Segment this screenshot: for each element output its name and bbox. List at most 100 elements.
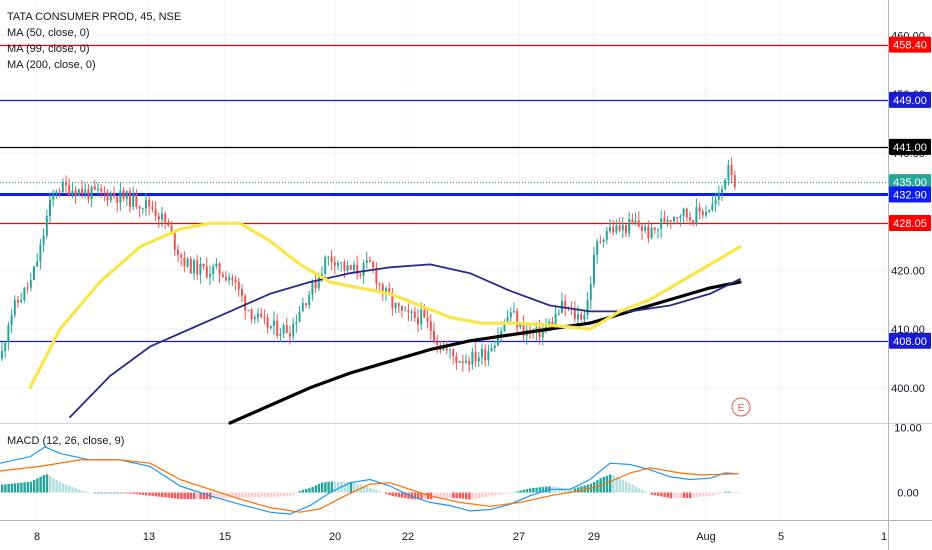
candle-body bbox=[375, 267, 378, 284]
legend-ma99[interactable]: MA (99, close, 0) bbox=[7, 43, 90, 55]
candle-body bbox=[148, 199, 151, 207]
macd-histogram-bar bbox=[426, 492, 429, 500]
candle-body bbox=[721, 189, 723, 193]
macd-histogram-bar bbox=[509, 492, 513, 494]
candle-body bbox=[701, 211, 704, 216]
candle-body bbox=[477, 357, 480, 362]
macd-histogram-bar bbox=[660, 492, 663, 497]
candle-body bbox=[541, 328, 544, 338]
candle-body bbox=[506, 317, 509, 322]
candle-body bbox=[125, 191, 128, 199]
macd-histogram-bar bbox=[61, 483, 65, 493]
candle-body bbox=[141, 208, 144, 210]
candle-body bbox=[333, 262, 336, 266]
candle-body bbox=[81, 189, 83, 195]
macd-histogram-bar bbox=[231, 492, 234, 499]
macd-histogram-bar bbox=[711, 492, 714, 496]
candle-body bbox=[586, 300, 589, 316]
legend-symbol[interactable]: TATA CONSUMER PROD, 45, NSE bbox=[7, 11, 182, 23]
candle-body bbox=[593, 254, 595, 285]
candle-body bbox=[596, 241, 599, 255]
candle-body bbox=[151, 206, 154, 210]
macd-histogram-bar bbox=[321, 482, 324, 493]
candles bbox=[1, 157, 736, 373]
price-label-box bbox=[889, 138, 931, 155]
macd-histogram-bar bbox=[330, 481, 333, 493]
candle-body bbox=[65, 182, 67, 186]
macd-histogram-bar bbox=[615, 476, 618, 493]
earnings-marker[interactable]: E bbox=[731, 397, 751, 417]
macd-histogram-bar bbox=[305, 488, 308, 493]
macd-histogram-bar bbox=[695, 492, 698, 498]
macd-histogram-bar bbox=[519, 490, 522, 493]
candle-body bbox=[122, 190, 125, 199]
macd-histogram-bar bbox=[135, 492, 138, 495]
macd-histogram-bar bbox=[81, 490, 84, 493]
candle-body bbox=[39, 244, 42, 262]
candle-body bbox=[279, 334, 282, 336]
macd-histogram-bar bbox=[145, 492, 148, 496]
legend-macd[interactable]: MACD (12, 26, close, 9) bbox=[7, 435, 125, 447]
macd-histogram-bar bbox=[122, 492, 125, 494]
legend-ma200[interactable]: MA (200, close, 0) bbox=[7, 59, 96, 71]
candle-body bbox=[23, 287, 26, 301]
macd-histogram-bar bbox=[36, 478, 39, 493]
macd-histogram-bar bbox=[381, 492, 385, 494]
candle-body bbox=[493, 345, 496, 348]
candle-body bbox=[714, 199, 717, 205]
candle-body bbox=[666, 220, 669, 223]
macd-pane bbox=[0, 446, 740, 515]
candle-body bbox=[145, 199, 147, 209]
candle-body bbox=[362, 262, 365, 276]
candle-body bbox=[698, 207, 701, 212]
candle-body bbox=[7, 324, 10, 343]
earnings-marker-label: E bbox=[738, 403, 745, 414]
candle-body bbox=[717, 192, 720, 200]
candle-body bbox=[378, 283, 381, 285]
candle-body bbox=[397, 303, 400, 306]
candle-body bbox=[308, 294, 311, 306]
macd-y-tick-label: 10.00 bbox=[894, 422, 922, 434]
candle-body bbox=[577, 314, 579, 320]
macd-histogram-bar bbox=[218, 492, 221, 499]
macd-histogram-bar bbox=[737, 492, 740, 494]
macd-histogram-bar bbox=[365, 486, 369, 493]
candle-body bbox=[292, 323, 295, 337]
candle-body bbox=[385, 288, 387, 294]
macd-histogram-bar bbox=[23, 482, 26, 493]
macd-histogram-bar bbox=[116, 492, 119, 494]
legend-ma50[interactable]: MA (50, close, 0) bbox=[7, 27, 90, 39]
macd-histogram-bar bbox=[375, 490, 378, 493]
macd-histogram-bar bbox=[653, 492, 657, 496]
macd-histogram-bar bbox=[471, 492, 474, 500]
candle-body bbox=[497, 336, 499, 346]
macd-histogram-bar bbox=[7, 483, 10, 493]
candle-body bbox=[113, 193, 115, 197]
y-tick-label: 420.00 bbox=[891, 265, 925, 277]
grid bbox=[0, 0, 932, 520]
macd-histogram-bar bbox=[484, 492, 487, 497]
macd-histogram-bar bbox=[196, 492, 199, 500]
macd-histogram-bar bbox=[154, 492, 157, 497]
macd-histogram-bar bbox=[241, 492, 244, 498]
price-label-text: 458.40 bbox=[893, 40, 927, 52]
macd-histogram-bar bbox=[301, 489, 305, 493]
candle-body bbox=[109, 193, 112, 201]
candle-body bbox=[154, 209, 157, 217]
candle-body bbox=[503, 321, 506, 331]
macd-histogram-bar bbox=[29, 481, 33, 493]
candle-body bbox=[13, 300, 16, 316]
macd-histogram-bar bbox=[637, 488, 641, 493]
candle-body bbox=[433, 330, 435, 342]
candle-body bbox=[711, 204, 714, 211]
macd-histogram-bar bbox=[202, 492, 205, 500]
macd-histogram-bar bbox=[506, 492, 509, 494]
candle-body bbox=[93, 186, 96, 190]
macd-histogram-bar bbox=[148, 492, 151, 496]
macd-histogram-bar bbox=[493, 492, 497, 496]
macd-histogram-bar bbox=[65, 484, 68, 493]
macd-histogram-bar bbox=[650, 492, 653, 495]
candle-body bbox=[449, 349, 451, 351]
candle-body bbox=[119, 190, 122, 203]
macd-histogram-bar bbox=[106, 492, 109, 494]
